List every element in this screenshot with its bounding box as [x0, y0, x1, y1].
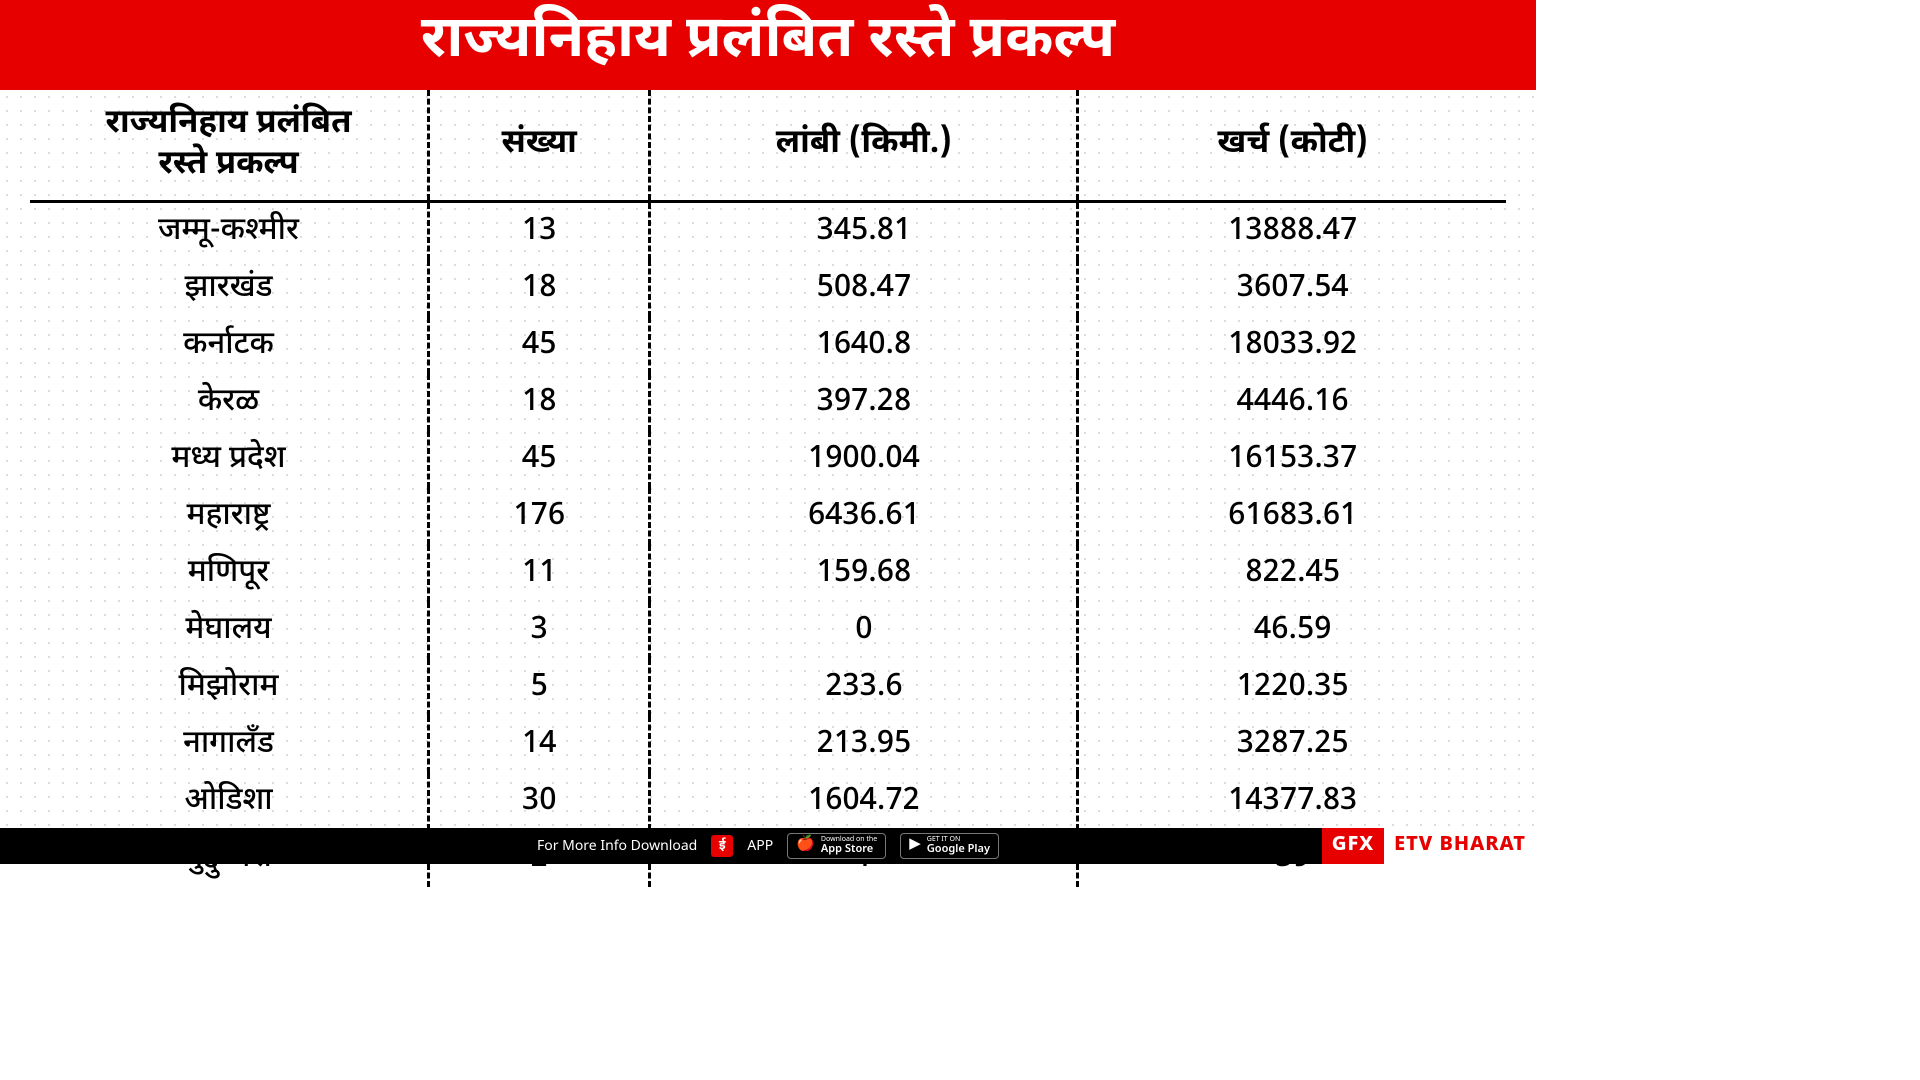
cell-count: 13 — [429, 202, 650, 261]
page-title: राज्यनिहाय प्रलंबित रस्ते प्रकल्प — [0, 0, 1536, 90]
table-row: जम्मू-कश्मीर13345.8113888.47 — [30, 202, 1506, 261]
col-header-length: लांबी (किमी.) — [650, 90, 1078, 202]
cell-cost: 16153.37 — [1078, 431, 1506, 488]
cell-length: 397.28 — [650, 374, 1078, 431]
cell-count: 45 — [429, 317, 650, 374]
apple-icon: 🍎 — [796, 838, 815, 855]
cell-state: जम्मू-कश्मीर — [30, 202, 429, 261]
brand-etv: ETV BHARAT — [1384, 828, 1536, 864]
col-header-cost: खर्च (कोटी) — [1078, 90, 1506, 202]
cell-count: 18 — [429, 374, 650, 431]
table-row: मध्य प्रदेश451900.0416153.37 — [30, 431, 1506, 488]
cell-length: 159.68 — [650, 545, 1078, 602]
cell-cost: 14377.83 — [1078, 773, 1506, 830]
play-icon: ▶ — [909, 838, 921, 855]
cell-count: 45 — [429, 431, 650, 488]
cell-cost: 13888.47 — [1078, 202, 1506, 261]
cell-state: ओडिशा — [30, 773, 429, 830]
cell-cost: 822.45 — [1078, 545, 1506, 602]
cell-count: 18 — [429, 260, 650, 317]
cell-count: 14 — [429, 716, 650, 773]
play-text: GET IT ON Google Play — [927, 836, 990, 856]
cell-length: 508.47 — [650, 260, 1078, 317]
cell-cost: 18033.92 — [1078, 317, 1506, 374]
table-row: मणिपूर11159.68822.45 — [30, 545, 1506, 602]
cell-cost: 1220.35 — [1078, 659, 1506, 716]
col-header-text: रस्ते प्रकल्प — [158, 144, 298, 187]
appstore-badge[interactable]: 🍎 Download on the App Store — [787, 833, 886, 859]
cell-state: झारखंड — [30, 260, 429, 317]
cell-length: 233.6 — [650, 659, 1078, 716]
cell-length: 213.95 — [650, 716, 1078, 773]
cell-count: 11 — [429, 545, 650, 602]
table-row: ओडिशा301604.7214377.83 — [30, 773, 1506, 830]
cell-length: 0 — [650, 602, 1078, 659]
appstore-big: App Store — [821, 844, 877, 856]
cell-cost: 46.59 — [1078, 602, 1506, 659]
cell-state: मेघालय — [30, 602, 429, 659]
footer-download-text: For More Info Download — [537, 837, 697, 856]
data-table: राज्यनिहाय प्रलंबित रस्ते प्रकल्प संख्या… — [30, 90, 1506, 888]
table-row: झारखंड18508.473607.54 — [30, 260, 1506, 317]
table-header-row: राज्यनिहाय प्रलंबित रस्ते प्रकल्प संख्या… — [30, 90, 1506, 202]
cell-state: कर्नाटक — [30, 317, 429, 374]
cell-cost: 3287.25 — [1078, 716, 1506, 773]
cell-state: नागालँड — [30, 716, 429, 773]
table-row: मिझोराम5233.61220.35 — [30, 659, 1506, 716]
cell-state: मध्य प्रदेश — [30, 431, 429, 488]
cell-length: 1900.04 — [650, 431, 1078, 488]
col-header-text: राज्यनिहाय प्रलंबित — [105, 103, 351, 146]
cell-cost: 61683.61 — [1078, 488, 1506, 545]
brand-block: GFX ETV BHARAT — [1322, 828, 1536, 864]
footer-app-label: APP — [747, 837, 773, 856]
cell-state: केरळ — [30, 374, 429, 431]
table-row: कर्नाटक451640.818033.92 — [30, 317, 1506, 374]
cell-state: मणिपूर — [30, 545, 429, 602]
cell-cost: 3607.54 — [1078, 260, 1506, 317]
cell-length: 6436.61 — [650, 488, 1078, 545]
cell-length: 345.81 — [650, 202, 1078, 261]
play-big: Google Play — [927, 844, 990, 856]
cell-cost: 4446.16 — [1078, 374, 1506, 431]
cell-count: 176 — [429, 488, 650, 545]
cell-count: 3 — [429, 602, 650, 659]
table-row: केरळ18397.284446.16 — [30, 374, 1506, 431]
cell-length: 1640.8 — [650, 317, 1078, 374]
footer-bar: For More Info Download ई APP 🍎 Download … — [0, 828, 1536, 864]
cell-state: मिझोराम — [30, 659, 429, 716]
googleplay-badge[interactable]: ▶ GET IT ON Google Play — [900, 833, 999, 859]
table-row: मेघालय3046.59 — [30, 602, 1506, 659]
cell-count: 5 — [429, 659, 650, 716]
cell-length: 1604.72 — [650, 773, 1078, 830]
cell-state: महाराष्ट्र — [30, 488, 429, 545]
appstore-text: Download on the App Store — [821, 836, 877, 856]
col-header-state: राज्यनिहाय प्रलंबित रस्ते प्रकल्प — [30, 90, 429, 202]
table-container: राज्यनिहाय प्रलंबित रस्ते प्रकल्प संख्या… — [0, 90, 1536, 830]
col-header-count: संख्या — [429, 90, 650, 202]
brand-gfx: GFX — [1322, 828, 1384, 864]
table-row: नागालँड14213.953287.25 — [30, 716, 1506, 773]
cell-count: 30 — [429, 773, 650, 830]
etv-app-icon: ई — [711, 835, 733, 857]
table-row: महाराष्ट्र1766436.6161683.61 — [30, 488, 1506, 545]
